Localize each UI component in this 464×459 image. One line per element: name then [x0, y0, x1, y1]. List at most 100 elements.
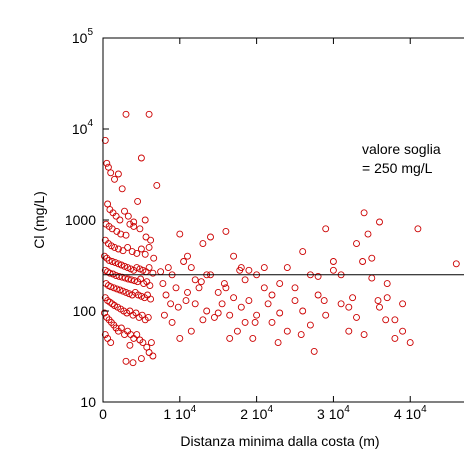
data-point-192 [245, 266, 253, 274]
data-point-81 [110, 284, 118, 292]
data-point-157 [233, 327, 241, 335]
data-point-80 [107, 283, 115, 291]
data-point-19 [134, 197, 142, 205]
data-point-61 [149, 269, 157, 277]
data-point-199 [299, 307, 307, 315]
data-point-45 [101, 252, 108, 260]
data-point-209 [376, 303, 383, 311]
data-point-43 [145, 243, 153, 251]
data-point-126 [147, 339, 155, 347]
x-tick-label-2: 2 104 [240, 404, 273, 422]
threshold-label-line2: = 250 mg/L [362, 160, 433, 176]
data-point-3 [107, 169, 115, 177]
data-point-159 [241, 276, 249, 284]
data-point-122 [133, 331, 141, 339]
x-tick-label-3: 3 104 [317, 404, 350, 422]
data-point-8 [137, 154, 145, 162]
data-point-216 [203, 307, 211, 315]
data-point-56 [133, 264, 141, 272]
data-point-46 [103, 254, 111, 262]
data-point-178 [376, 218, 383, 226]
data-point-137 [159, 280, 167, 288]
data-point-138 [162, 291, 170, 299]
data-point-225 [168, 318, 176, 326]
data-point-234 [320, 297, 328, 305]
data-point-153 [218, 300, 226, 308]
y-tick-label-2: 1000 [65, 212, 96, 228]
data-point-227 [182, 297, 190, 305]
data-point-20 [141, 216, 149, 224]
data-point-67 [115, 272, 123, 280]
data-point-28 [130, 222, 138, 230]
data-point-31 [147, 236, 155, 244]
data-point-11 [104, 200, 112, 208]
data-point-136 [157, 268, 165, 276]
data-point-74 [137, 275, 145, 283]
y-tick-label-0: 10 [80, 394, 96, 410]
data-point-166 [283, 264, 291, 272]
data-point-60 [145, 264, 153, 272]
data-point-17 [124, 212, 132, 220]
data-point-48 [108, 258, 116, 265]
data-point-173 [337, 300, 345, 308]
data-point-133 [137, 355, 145, 363]
data-point-202 [322, 311, 330, 319]
data-point-135 [149, 352, 157, 360]
data-point-58 [139, 266, 147, 274]
data-point-183 [414, 225, 422, 233]
data-point-68 [118, 273, 126, 281]
data-point-1 [103, 159, 111, 167]
data-point-64 [106, 269, 114, 277]
data-point-142 [172, 284, 180, 292]
data-point-165 [276, 309, 284, 317]
data-point-211 [391, 334, 399, 342]
data-point-50 [114, 260, 122, 268]
data-point-160 [245, 297, 253, 305]
data-point-214 [176, 334, 184, 342]
data-point-201 [314, 272, 322, 280]
data-point-127 [101, 331, 109, 339]
data-point-182 [406, 339, 414, 347]
data-point-229 [220, 280, 228, 288]
data-point-40 [133, 249, 141, 257]
data-point-134 [145, 349, 153, 356]
data-point-146 [187, 264, 195, 272]
data-point-47 [105, 256, 113, 264]
data-point-7 [122, 110, 130, 118]
data-point-168 [299, 248, 307, 256]
data-point-191 [237, 303, 245, 311]
data-point-180 [391, 316, 399, 324]
data-point-9 [145, 110, 153, 118]
data-point-51 [117, 261, 125, 269]
data-point-35 [111, 243, 118, 251]
data-point-181 [399, 300, 407, 308]
data-point-155 [226, 311, 234, 319]
data-point-37 [119, 247, 127, 255]
data-point-26 [122, 231, 130, 239]
data-point-53 [124, 264, 132, 272]
data-point-188 [214, 309, 222, 317]
y-tick-label-3: 104 [72, 118, 94, 137]
data-point-221 [310, 347, 318, 355]
data-point-231 [251, 318, 259, 326]
data-point-200 [306, 321, 314, 329]
data-point-171 [322, 225, 330, 233]
data-point-144 [180, 258, 188, 265]
data-point-152 [214, 288, 222, 296]
data-point-89 [134, 291, 142, 299]
data-point-27 [126, 220, 134, 228]
plot-frame [102, 37, 464, 403]
data-point-177 [368, 254, 376, 262]
data-point-25 [117, 230, 125, 238]
data-point-223 [364, 230, 372, 238]
data-point-175 [353, 240, 360, 248]
data-point-145 [184, 252, 191, 260]
data-point-39 [128, 248, 136, 256]
data-point-186 [199, 316, 207, 324]
data-point-212 [399, 327, 407, 335]
data-point-224 [160, 311, 168, 319]
data-point-151 [207, 233, 214, 241]
data-point-42 [141, 250, 149, 258]
data-point-217 [210, 313, 218, 321]
data-point-172 [329, 258, 337, 265]
